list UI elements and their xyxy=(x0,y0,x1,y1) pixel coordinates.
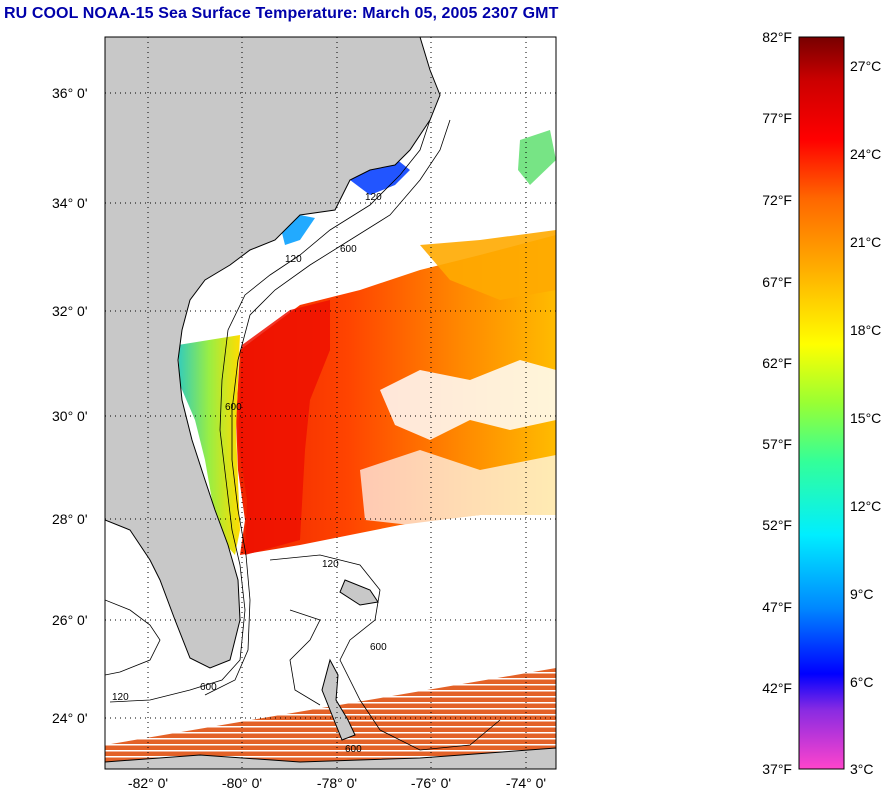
lon-label: -74° 0' xyxy=(506,775,546,791)
colorbar-f-label: 77°F xyxy=(762,110,792,126)
colorbar-c-label: 6°C xyxy=(850,674,874,690)
contour-gulf xyxy=(105,599,161,676)
colorbar-celsius-labels: 27°C 24°C 21°C 18°C 15°C 12°C 9°C 6°C 3°… xyxy=(850,58,881,777)
contour-label: 600 xyxy=(370,642,387,653)
lat-label: 24° 0' xyxy=(52,710,88,726)
colorbar-c-label: 21°C xyxy=(850,234,881,250)
colorbar-c-label: 3°C xyxy=(850,761,874,777)
latitude-labels: 36° 0' 34° 0' 32° 0' 30° 0' 28° 0' 26° 0… xyxy=(52,85,88,726)
contour-label: 600 xyxy=(345,744,362,755)
colorbar-f-label: 82°F xyxy=(762,29,792,45)
contour-label: 600 xyxy=(225,402,242,413)
land-bahamas-2 xyxy=(339,579,379,606)
colorbar-c-label: 18°C xyxy=(850,322,881,338)
colorbar-c-label: 12°C xyxy=(850,498,881,514)
contour-bahamas-2 xyxy=(289,609,321,706)
lon-label: -76° 0' xyxy=(411,775,451,791)
colorbar-gradient xyxy=(798,36,845,770)
lat-label: 28° 0' xyxy=(52,511,88,527)
colorbar-c-label: 9°C xyxy=(850,586,874,602)
map-title: RU COOL NOAA-15 Sea Surface Temperature:… xyxy=(4,5,559,22)
colorbar-f-label: 52°F xyxy=(762,517,792,533)
contour-label: 120 xyxy=(322,559,339,570)
contour-label: 120 xyxy=(112,692,129,703)
colorbar-f-label: 47°F xyxy=(762,599,792,615)
colorbar-f-label: 67°F xyxy=(762,274,792,290)
offshore-green-patch xyxy=(518,130,556,185)
lon-label: -82° 0' xyxy=(128,775,168,791)
colorbar-fahrenheit-labels: 82°F 77°F 72°F 67°F 62°F 57°F 52°F 47°F … xyxy=(762,29,792,777)
colorbar-f-label: 37°F xyxy=(762,761,792,777)
colorbar-f-label: 72°F xyxy=(762,192,792,208)
lat-label: 26° 0' xyxy=(52,612,88,628)
lat-label: 36° 0' xyxy=(52,85,88,101)
land-us-coast xyxy=(105,37,441,669)
longitude-labels: -82° 0' -80° 0' -78° 0' -76° 0' -74° 0' xyxy=(128,775,546,791)
lat-label: 34° 0' xyxy=(52,195,88,211)
cloud-cover-2 xyxy=(360,450,556,525)
colorbar-c-label: 24°C xyxy=(850,146,881,162)
colorbar-f-label: 62°F xyxy=(762,355,792,371)
colorbar-c-label: 27°C xyxy=(850,58,881,74)
lon-label: -78° 0' xyxy=(317,775,357,791)
contour-bahamas xyxy=(269,554,501,751)
colorbar-c-label: 15°C xyxy=(850,410,881,426)
lat-label: 30° 0' xyxy=(52,408,88,424)
colorbar-f-label: 42°F xyxy=(762,680,792,696)
colorbar-f-label: 57°F xyxy=(762,436,792,452)
contour-label: 600 xyxy=(200,682,217,693)
land-bahamas xyxy=(321,658,356,741)
land-cuba xyxy=(105,747,556,769)
graticule xyxy=(105,37,556,769)
contour-label: 600 xyxy=(340,244,357,255)
sst-imagery: 120 600 600 120 600 120 600 120 600 xyxy=(105,37,556,769)
cloud-cover xyxy=(380,360,556,440)
colorbar: 82°F 77°F 72°F 67°F 62°F 57°F 52°F 47°F … xyxy=(762,29,881,777)
shelf-water xyxy=(178,335,240,555)
lon-label: -80° 0' xyxy=(222,775,262,791)
offshore-warm-patch xyxy=(420,230,556,300)
contour-120m xyxy=(109,119,431,703)
contour-label: 120 xyxy=(285,254,302,265)
gulf-stream-core xyxy=(238,300,330,555)
contour-label: 120 xyxy=(365,192,382,203)
lat-label: 32° 0' xyxy=(52,303,88,319)
map-border xyxy=(104,36,557,770)
